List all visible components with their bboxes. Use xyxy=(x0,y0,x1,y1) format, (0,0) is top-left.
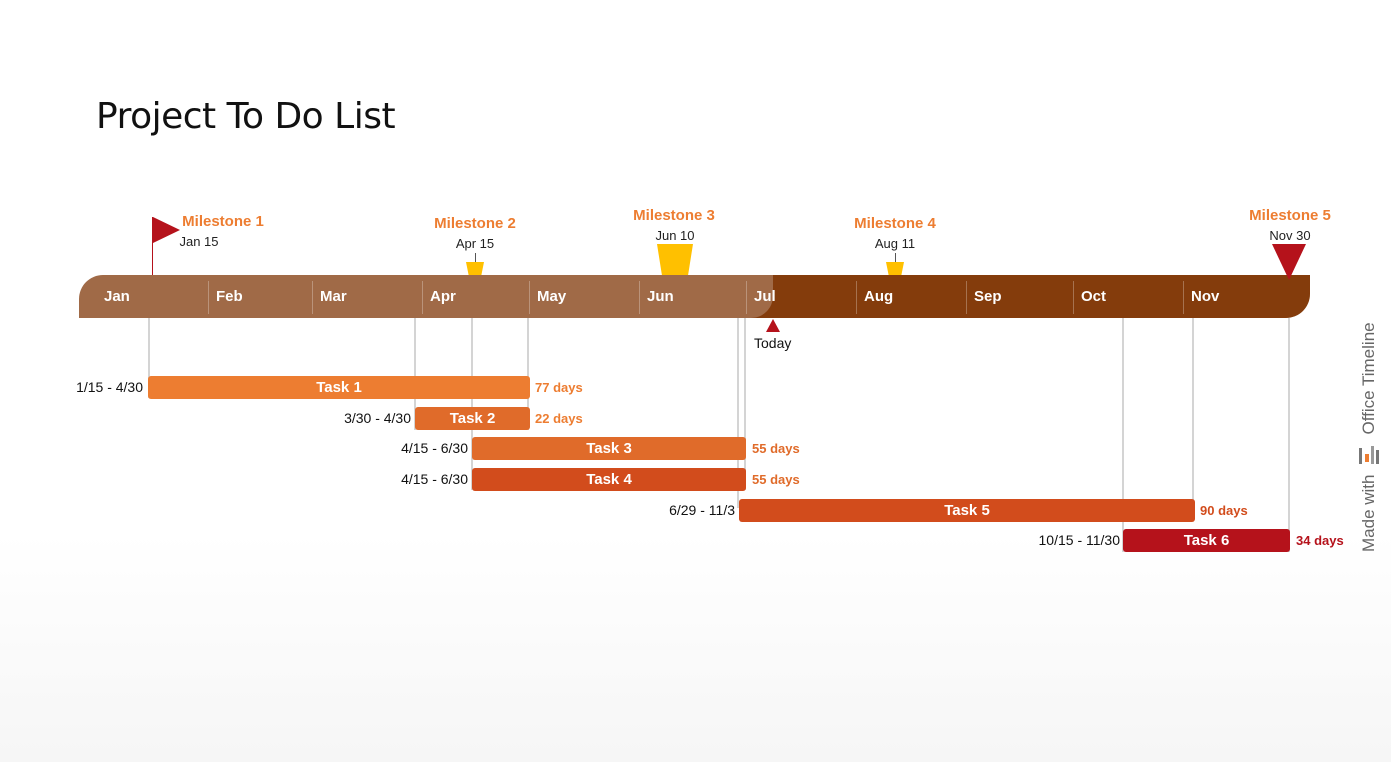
gridline xyxy=(1122,318,1124,552)
milestone-3-marker-icon[interactable] xyxy=(657,244,693,282)
month-oct: Oct xyxy=(1081,288,1107,305)
flag-pole xyxy=(152,217,153,275)
month-separator xyxy=(1073,281,1074,314)
task-1-bar[interactable]: Task 1 xyxy=(148,376,530,399)
month-jan: Jan xyxy=(104,288,130,305)
task-2-duration: 22 days xyxy=(535,411,583,426)
gridline xyxy=(737,318,739,508)
gridline xyxy=(527,318,529,430)
month-mar: Mar xyxy=(320,288,347,305)
gridline xyxy=(1192,318,1194,508)
milestone-4-connector xyxy=(895,253,896,262)
month-sep: Sep xyxy=(974,288,1002,305)
month-separator xyxy=(529,281,530,314)
milestone-3-date: Jun 10 xyxy=(655,228,695,243)
milestone-5-title: Milestone 5 xyxy=(1249,207,1331,224)
milestone-1-title: Milestone 1 xyxy=(182,213,264,230)
today-marker-icon xyxy=(766,319,780,332)
task-5-duration: 90 days xyxy=(1200,503,1248,518)
office-timeline-logo-icon xyxy=(1359,445,1379,464)
task-6-range: 10/15 - 11/30 xyxy=(1038,532,1120,548)
timeline-band: Jan Feb Mar Apr May Jun Jul Aug Sep Oct … xyxy=(79,275,1310,318)
month-feb: Feb xyxy=(216,288,243,305)
task-3-duration: 55 days xyxy=(752,441,800,456)
task-2-range: 3/30 - 4/30 xyxy=(344,410,411,426)
task-2-bar[interactable]: Task 2 xyxy=(415,407,530,430)
page-title: Project To Do List xyxy=(96,96,396,137)
month-separator xyxy=(639,281,640,314)
task-5-bar[interactable]: Task 5 xyxy=(739,499,1195,522)
milestone-2-connector xyxy=(475,253,476,262)
month-jul: Jul xyxy=(754,288,776,305)
month-separator xyxy=(746,281,747,314)
month-separator xyxy=(966,281,967,314)
task-4-bar[interactable]: Task 4 xyxy=(472,468,746,491)
month-aug: Aug xyxy=(864,288,894,305)
watermark-brand: Office Timeline xyxy=(1359,322,1378,435)
month-separator xyxy=(312,281,313,314)
month-separator xyxy=(1183,281,1184,314)
month-may: May xyxy=(537,288,567,305)
month-apr: Apr xyxy=(430,288,456,305)
milestone-2-title: Milestone 2 xyxy=(434,215,516,232)
month-jun: Jun xyxy=(647,288,674,305)
task-3-range: 4/15 - 6/30 xyxy=(401,440,468,456)
gridline xyxy=(744,318,746,490)
task-3-bar[interactable]: Task 3 xyxy=(472,437,746,460)
milestone-2-date: Apr 15 xyxy=(455,236,495,251)
band-elapsed xyxy=(79,275,773,318)
milestone-5-marker-icon[interactable] xyxy=(1272,244,1306,280)
task-1-duration: 77 days xyxy=(535,380,583,395)
gridline xyxy=(148,318,150,398)
milestone-5-date: Nov 30 xyxy=(1269,228,1311,243)
gridline xyxy=(1288,318,1290,552)
milestone-1-date: Jan 15 xyxy=(179,234,219,249)
month-separator xyxy=(856,281,857,314)
month-separator xyxy=(208,281,209,314)
task-5-range: 6/29 - 11/3 xyxy=(669,502,735,518)
task-6-duration: 34 days xyxy=(1296,533,1344,548)
task-1-range: 1/15 - 4/30 xyxy=(76,379,143,395)
flag-icon[interactable] xyxy=(153,217,181,243)
task-4-range: 4/15 - 6/30 xyxy=(401,471,468,487)
gridline xyxy=(414,318,416,430)
watermark-prefix: Made with xyxy=(1359,474,1378,552)
month-nov: Nov xyxy=(1191,288,1220,305)
today-label: Today xyxy=(754,335,792,351)
watermark: Made with Office Timeline xyxy=(1358,322,1380,552)
month-separator xyxy=(422,281,423,314)
milestone-4-title: Milestone 4 xyxy=(854,215,936,232)
band-remaining xyxy=(749,275,1310,318)
gridline xyxy=(471,318,473,490)
task-4-duration: 55 days xyxy=(752,472,800,487)
milestone-3-title: Milestone 3 xyxy=(633,207,715,224)
task-6-bar[interactable]: Task 6 xyxy=(1123,529,1290,552)
milestone-4-date: Aug 11 xyxy=(874,236,916,251)
